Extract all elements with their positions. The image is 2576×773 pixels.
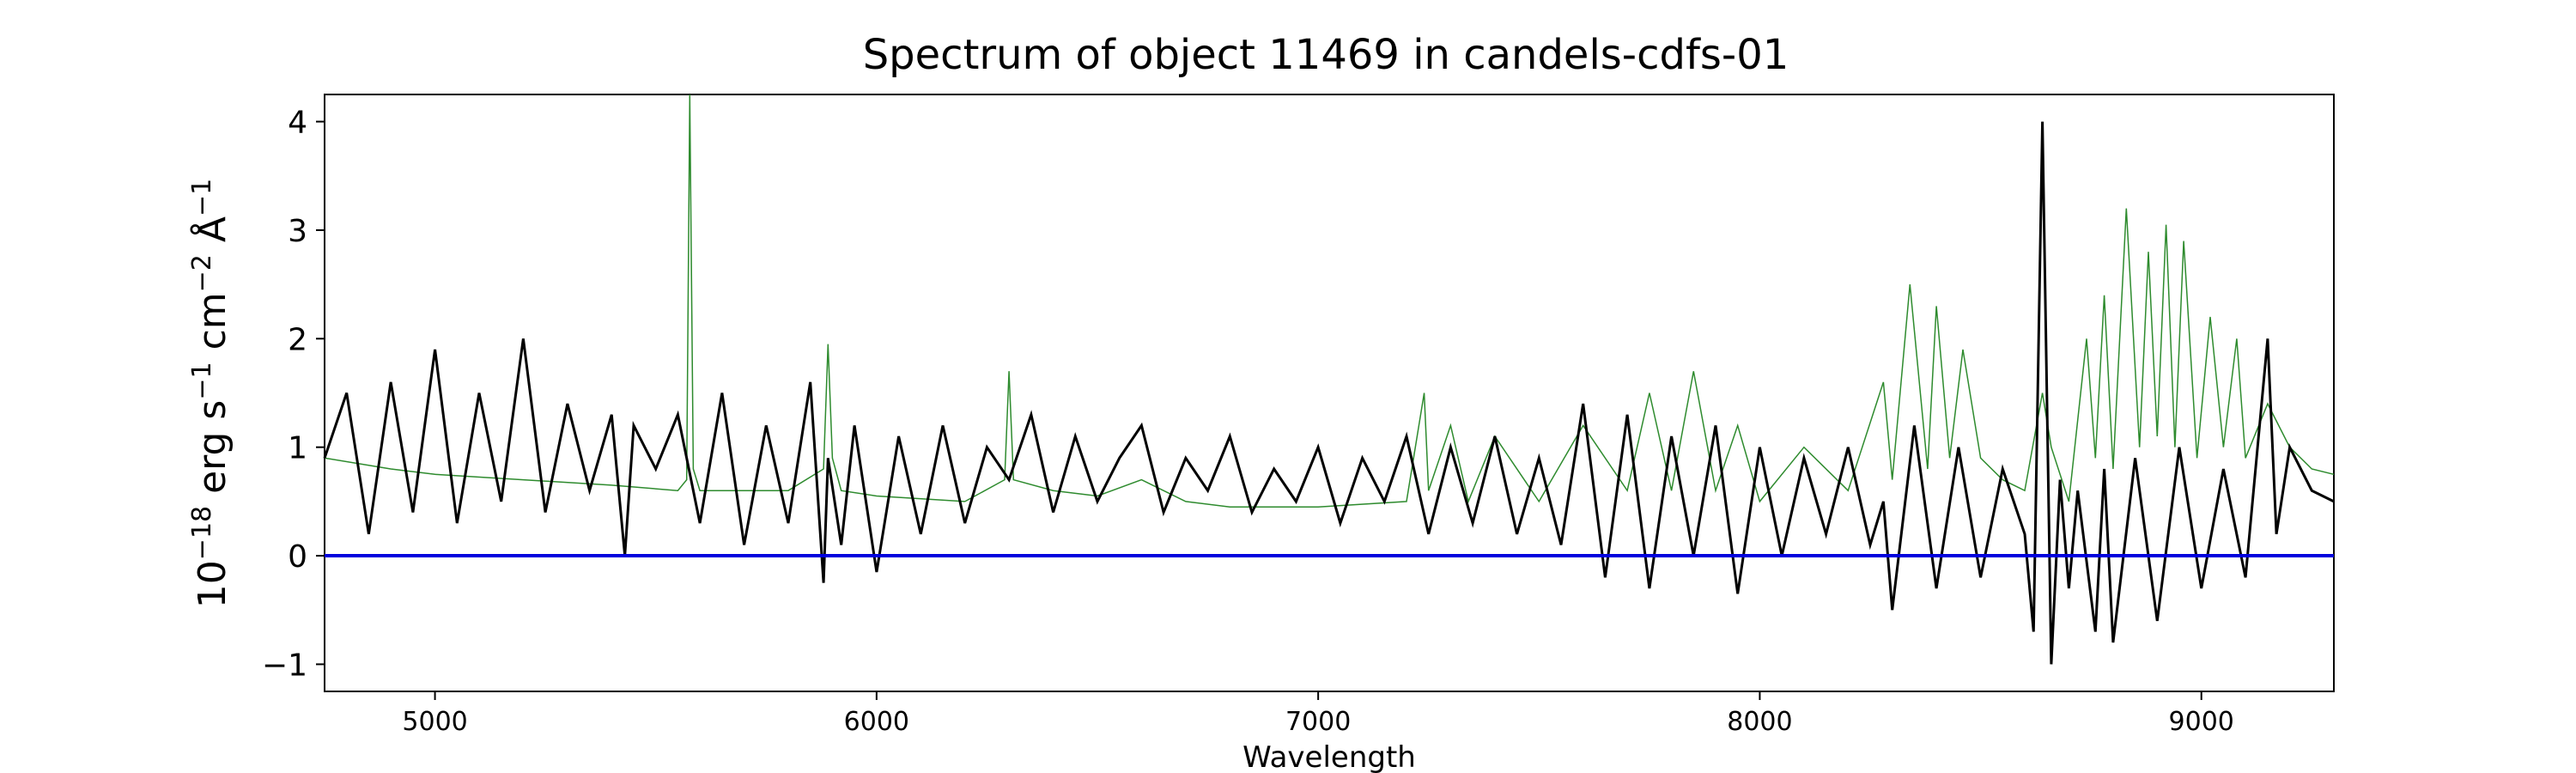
y-tick-label: 3 [288,214,307,249]
y-tick-label: 2 [288,322,307,357]
y-tick-label: 1 [288,431,307,466]
y-tick-label: 4 [288,106,307,141]
x-axis-label: Wavelength [1242,740,1416,773]
y-tick-label: 0 [288,539,307,575]
y-axis-ticks: −1 0 1 2 3 4 [262,106,325,683]
x-tick-label: 7000 [1285,707,1351,737]
x-tick-label: 9000 [2169,707,2234,737]
plot-frame [324,94,2335,692]
y-tick-label: −1 [262,648,307,683]
x-tick-label: 5000 [402,707,467,737]
chart-title: Spectrum of object 11469 in candels-cdfs… [863,31,1789,79]
x-tick-label: 6000 [844,707,909,737]
y-axis-label: 10−18 erg s−1 cm−2 Å−1 [187,179,235,608]
flux-spectrum-line [323,121,2335,665]
x-tick-label: 8000 [1727,707,1792,737]
plot-area [323,94,2335,692]
x-axis-ticks: 5000 6000 7000 8000 9000 [402,691,2234,737]
sky-spectrum-line [324,94,2335,508]
